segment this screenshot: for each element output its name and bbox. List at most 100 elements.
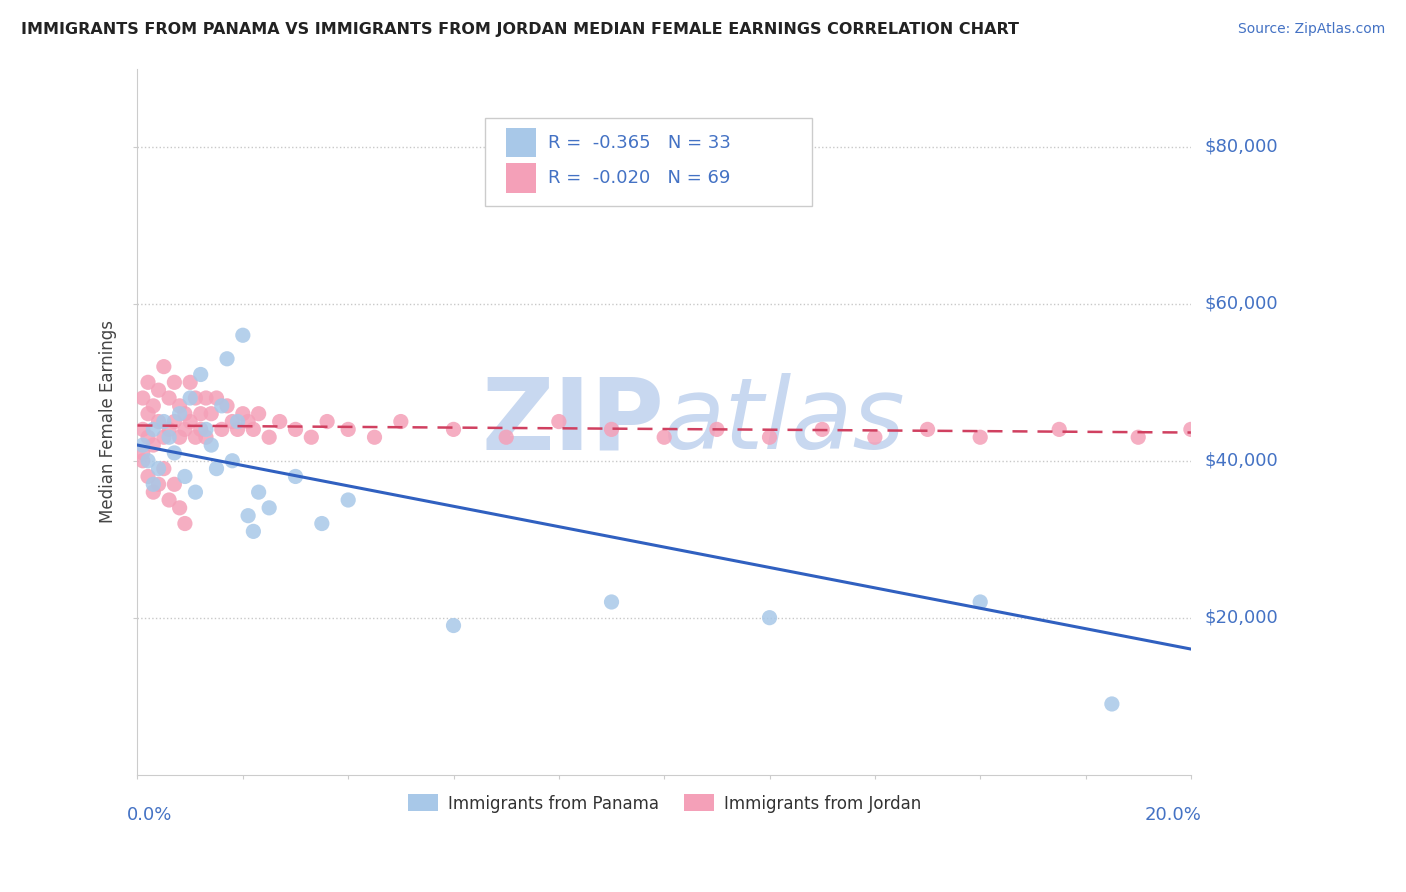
Point bbox=[337, 422, 360, 436]
Point bbox=[142, 399, 165, 413]
Point bbox=[163, 415, 186, 429]
Point bbox=[174, 422, 197, 436]
Point bbox=[200, 407, 222, 421]
Point bbox=[184, 391, 207, 405]
Point bbox=[157, 422, 180, 436]
Point bbox=[190, 407, 212, 421]
Point bbox=[169, 407, 191, 421]
Point bbox=[132, 454, 155, 468]
Point bbox=[1101, 697, 1123, 711]
Point bbox=[311, 516, 333, 531]
Point bbox=[1128, 430, 1150, 444]
Point bbox=[169, 399, 191, 413]
Point bbox=[600, 422, 623, 436]
Point bbox=[917, 422, 939, 436]
Point bbox=[136, 430, 159, 444]
Text: IMMIGRANTS FROM PANAMA VS IMMIGRANTS FROM JORDAN MEDIAN FEMALE EARNINGS CORRELAT: IMMIGRANTS FROM PANAMA VS IMMIGRANTS FRO… bbox=[21, 22, 1019, 37]
Point bbox=[148, 461, 170, 475]
FancyBboxPatch shape bbox=[506, 163, 536, 193]
Point bbox=[257, 430, 280, 444]
Point bbox=[247, 485, 270, 500]
Point bbox=[242, 422, 264, 436]
Point bbox=[169, 500, 191, 515]
Point bbox=[226, 422, 249, 436]
Point bbox=[1047, 422, 1070, 436]
Point bbox=[652, 430, 675, 444]
Point bbox=[142, 422, 165, 436]
Point bbox=[200, 438, 222, 452]
Point bbox=[811, 422, 834, 436]
Point bbox=[600, 595, 623, 609]
Point bbox=[142, 438, 165, 452]
Point bbox=[136, 376, 159, 390]
Y-axis label: Median Female Earnings: Median Female Earnings bbox=[100, 320, 117, 523]
Point bbox=[148, 415, 170, 429]
Point bbox=[179, 376, 201, 390]
Text: ZIP: ZIP bbox=[481, 373, 664, 470]
Point bbox=[190, 368, 212, 382]
Point bbox=[337, 493, 360, 508]
Point bbox=[194, 422, 217, 436]
Point bbox=[236, 415, 259, 429]
Point bbox=[163, 376, 186, 390]
Point bbox=[706, 422, 728, 436]
Point bbox=[211, 422, 233, 436]
Text: $20,000: $20,000 bbox=[1205, 608, 1278, 627]
Point bbox=[179, 391, 201, 405]
Text: atlas: atlas bbox=[664, 373, 905, 470]
Text: $80,000: $80,000 bbox=[1205, 138, 1278, 156]
Point bbox=[148, 477, 170, 491]
Legend: Immigrants from Panama, Immigrants from Jordan: Immigrants from Panama, Immigrants from … bbox=[401, 788, 928, 819]
Point bbox=[221, 454, 243, 468]
Point bbox=[132, 391, 155, 405]
Point bbox=[247, 407, 270, 421]
Point bbox=[495, 430, 517, 444]
Point bbox=[257, 500, 280, 515]
Text: $60,000: $60,000 bbox=[1205, 295, 1278, 313]
Point bbox=[205, 391, 228, 405]
Point bbox=[547, 415, 569, 429]
Point bbox=[190, 422, 212, 436]
Point bbox=[389, 415, 412, 429]
Point bbox=[232, 328, 254, 343]
FancyBboxPatch shape bbox=[485, 118, 811, 206]
Point bbox=[184, 485, 207, 500]
Point bbox=[969, 430, 991, 444]
Point bbox=[142, 485, 165, 500]
Point bbox=[132, 422, 155, 436]
Point bbox=[758, 610, 780, 624]
Point bbox=[242, 524, 264, 539]
Point bbox=[299, 430, 322, 444]
Point bbox=[153, 461, 176, 475]
Point bbox=[153, 430, 176, 444]
Point bbox=[157, 430, 180, 444]
Point bbox=[174, 407, 197, 421]
Point bbox=[132, 438, 155, 452]
Point bbox=[1180, 422, 1202, 436]
Point bbox=[211, 399, 233, 413]
Point bbox=[153, 359, 176, 374]
Point bbox=[153, 415, 176, 429]
Point bbox=[316, 415, 339, 429]
Point bbox=[194, 430, 217, 444]
Text: 20.0%: 20.0% bbox=[1144, 806, 1201, 824]
Point bbox=[174, 516, 197, 531]
Point bbox=[136, 454, 159, 468]
Point bbox=[157, 493, 180, 508]
Point bbox=[184, 430, 207, 444]
Point bbox=[363, 430, 385, 444]
Point bbox=[269, 415, 291, 429]
Text: R =  -0.020   N = 69: R = -0.020 N = 69 bbox=[548, 169, 731, 187]
Point bbox=[226, 415, 249, 429]
Point bbox=[215, 351, 238, 366]
Point bbox=[284, 469, 307, 483]
Point bbox=[157, 391, 180, 405]
Point bbox=[163, 446, 186, 460]
Point bbox=[142, 477, 165, 491]
Point bbox=[174, 469, 197, 483]
Point bbox=[443, 422, 465, 436]
Point bbox=[163, 477, 186, 491]
Text: Source: ZipAtlas.com: Source: ZipAtlas.com bbox=[1237, 22, 1385, 37]
Text: $40,000: $40,000 bbox=[1205, 451, 1278, 470]
Point bbox=[194, 391, 217, 405]
